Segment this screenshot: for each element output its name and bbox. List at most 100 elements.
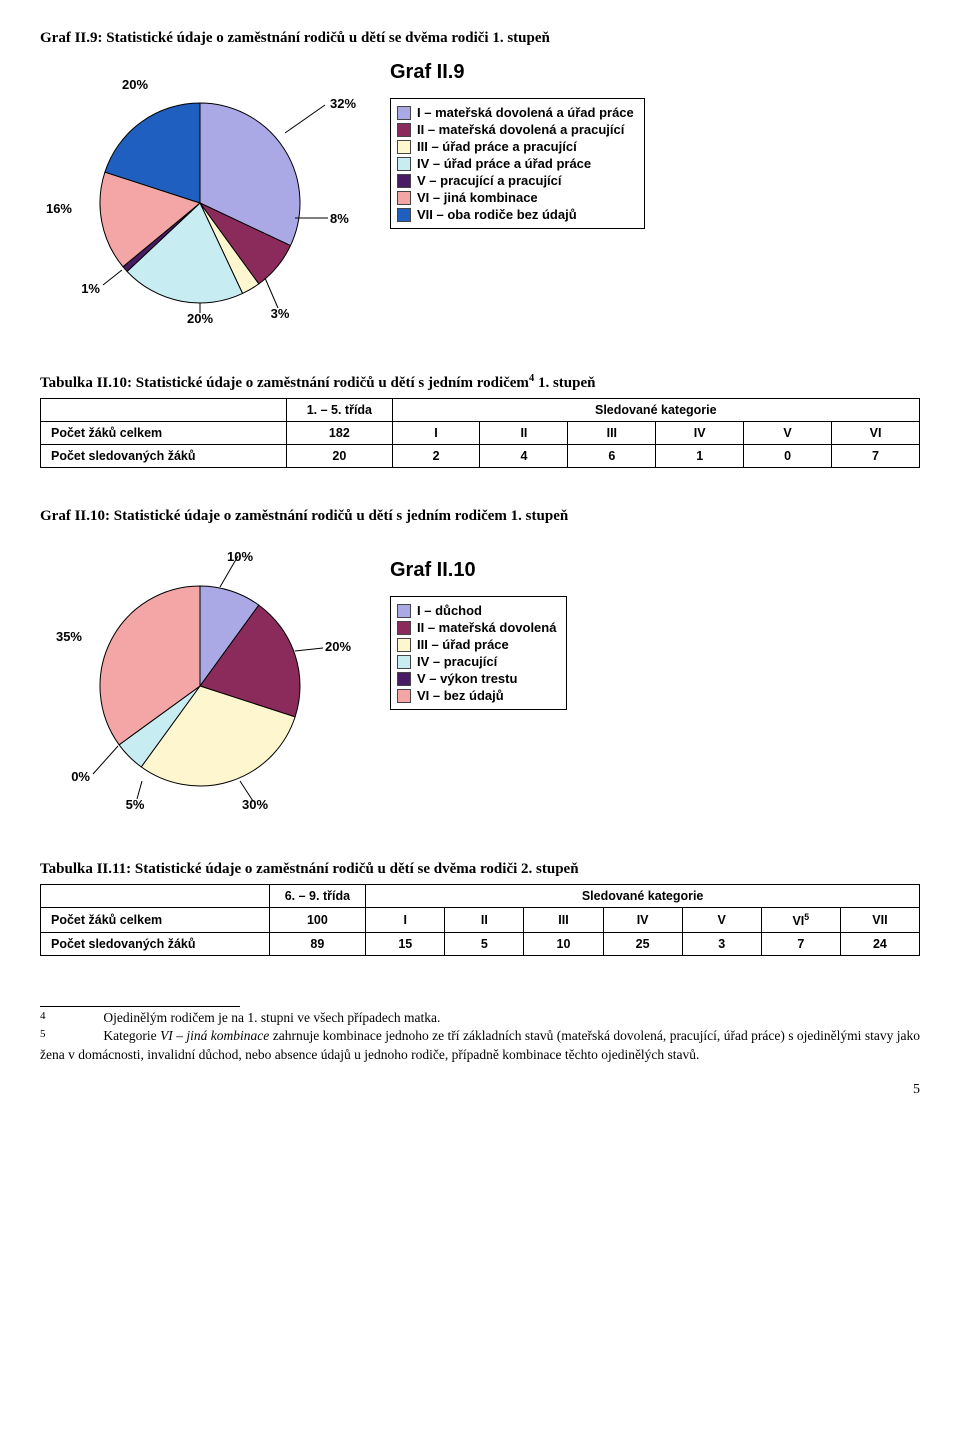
legend-item: III – úřad práce xyxy=(397,637,556,652)
graf9-side: Graf II.9 I – mateřská dovolená a úřad p… xyxy=(380,53,645,229)
legend-swatch xyxy=(397,672,411,686)
tab10-cell: 1 xyxy=(656,445,744,468)
graf9-row: 20%32%8%3%20%1%16% Graf II.9 I – mateřsk… xyxy=(40,53,920,333)
legend-swatch xyxy=(397,106,411,120)
legend-item: V – výkon trestu xyxy=(397,671,556,686)
svg-text:10%: 10% xyxy=(227,549,253,564)
tab10-title-tail: 1. stupeň xyxy=(534,375,595,391)
tab11-cell: 25 xyxy=(603,933,682,956)
tab10-title: Tabulka II.10: Statistické údaje o zaměs… xyxy=(40,373,920,392)
legend-item: IV – pracující xyxy=(397,654,556,669)
tab11-cat7: VII xyxy=(840,908,919,933)
graf10-pie: 10%20%30%5%0%35% xyxy=(40,531,380,821)
legend-label: VI – jiná kombinace xyxy=(417,190,538,205)
tab10-cat: II xyxy=(480,422,568,445)
legend-swatch xyxy=(397,174,411,188)
footnote-4: 4 Ojedinělým rodičem je na 1. stupni ve … xyxy=(40,1009,920,1027)
tab11-cat: I xyxy=(366,908,445,933)
tab11-r2v: 89 xyxy=(269,933,366,956)
legend-item: IV – úřad práce a úřad práce xyxy=(397,156,634,171)
fn5-num: 5 xyxy=(40,1027,50,1042)
graf9-legend: I – mateřská dovolená a úřad práce II – m… xyxy=(390,98,645,229)
svg-text:1%: 1% xyxy=(81,281,100,296)
tab11-hcat: Sledované kategorie xyxy=(366,885,920,908)
graf10-heading: Graf II.10: Statistické údaje o zaměstná… xyxy=(40,508,920,525)
graf10-title: Graf II.10 xyxy=(390,559,567,582)
svg-text:20%: 20% xyxy=(325,639,351,654)
table-row: Počet žáků celkem 100 I II III IV V VI5 … xyxy=(41,908,920,933)
tab10-cat: V xyxy=(744,422,832,445)
tab10-cat: III xyxy=(568,422,656,445)
tab10-cell: 2 xyxy=(392,445,480,468)
legend-item: I – mateřská dovolená a úřad práce xyxy=(397,105,634,120)
tab10-cell: 0 xyxy=(744,445,832,468)
legend-item: III – úřad práce a pracující xyxy=(397,139,634,154)
svg-text:20%: 20% xyxy=(187,311,213,326)
tab10-r2l: Počet sledovaných žáků xyxy=(41,445,287,468)
tab10-r1l: Počet žáků celkem xyxy=(41,422,287,445)
legend-label: IV – úřad práce a úřad práce xyxy=(417,156,591,171)
fn4-text: Ojedinělým rodičem je na 1. stupni ve vš… xyxy=(53,1009,440,1027)
legend-label: VII – oba rodiče bez údajů xyxy=(417,207,577,222)
legend-item: VI – bez údajů xyxy=(397,688,556,703)
graf10-row: 10%20%30%5%0%35% Graf II.10 I – důchodII… xyxy=(40,531,920,821)
tab11-r1v: 100 xyxy=(269,908,366,933)
legend-item: VII – oba rodiče bez údajů xyxy=(397,207,634,222)
svg-text:5%: 5% xyxy=(126,797,145,812)
legend-swatch xyxy=(397,689,411,703)
legend-item: II – mateřská dovolená a pracující xyxy=(397,122,634,137)
legend-swatch xyxy=(397,621,411,635)
fn5-em: VI – jiná kombinace xyxy=(160,1028,269,1043)
footnote-5: 5 Kategorie VI – jiná kombinace zahrnuje… xyxy=(40,1027,920,1063)
tab10-cat: VI xyxy=(832,422,920,445)
graf9-pie-wrap: 20%32%8%3%20%1%16% xyxy=(40,53,380,333)
tab10-cell: 4 xyxy=(480,445,568,468)
graf9-heading: Graf II.9: Statistické údaje o zaměstnán… xyxy=(40,30,920,47)
legend-label: III – úřad práce a pracující xyxy=(417,139,577,154)
legend-swatch xyxy=(397,123,411,137)
graf10-legend: I – důchod II – mateřská dovolená III – úř… xyxy=(390,596,567,710)
legend-label: II – mateřská dovolená a pracující xyxy=(417,122,624,137)
tab11-cell: 10 xyxy=(524,933,603,956)
svg-text:3%: 3% xyxy=(271,306,290,321)
legend-label: VI – bez údajů xyxy=(417,688,504,703)
legend-label: II – mateřská dovolená xyxy=(417,620,556,635)
graf9-pie: 20%32%8%3%20%1%16% xyxy=(40,53,380,333)
graf10-pie-wrap: 10%20%30%5%0%35% xyxy=(40,531,380,821)
legend-item: V – pracující a pracující xyxy=(397,173,634,188)
legend-swatch xyxy=(397,604,411,618)
legend-label: III – úřad práce xyxy=(417,637,509,652)
tab10-r2v: 20 xyxy=(287,445,392,468)
table-row: Počet žáků celkem 182 I II III IV V VI xyxy=(41,422,920,445)
tab11-cat: V xyxy=(682,908,761,933)
legend-item: I – důchod xyxy=(397,603,556,618)
tab10-cat: I xyxy=(392,422,480,445)
graf9-title: Graf II.9 xyxy=(390,61,645,84)
tab11: 6. – 9. třída Sledované kategorie Počet … xyxy=(40,884,920,956)
fn5-a: Kategorie xyxy=(53,1028,160,1043)
svg-text:0%: 0% xyxy=(71,769,90,784)
tab10-cell: 7 xyxy=(832,445,920,468)
tab11-cat: III xyxy=(524,908,603,933)
table-row: 6. – 9. třída Sledované kategorie xyxy=(41,885,920,908)
legend-swatch xyxy=(397,208,411,222)
tab11-cat6: VI5 xyxy=(761,908,840,933)
legend-label: IV – pracující xyxy=(417,654,497,669)
tab10-cell: 6 xyxy=(568,445,656,468)
legend-label: I – mateřská dovolená a úřad práce xyxy=(417,105,634,120)
legend-swatch xyxy=(397,638,411,652)
tab11-hcol: 6. – 9. třída xyxy=(269,885,366,908)
fn4-num: 4 xyxy=(40,1009,50,1024)
svg-text:32%: 32% xyxy=(330,96,356,111)
legend-swatch xyxy=(397,191,411,205)
tab11-cat: IV xyxy=(603,908,682,933)
tab11-cell: 24 xyxy=(840,933,919,956)
legend-label: V – pracující a pracující xyxy=(417,173,562,188)
tab11-cell: 5 xyxy=(445,933,524,956)
table-row: Počet sledovaných žáků 20 2 4 6 1 0 7 xyxy=(41,445,920,468)
svg-text:8%: 8% xyxy=(330,211,349,226)
legend-label: I – důchod xyxy=(417,603,482,618)
table-row: Počet sledovaných žáků 89 15 5 10 25 3 7… xyxy=(41,933,920,956)
page-number: 5 xyxy=(40,1082,920,1098)
tab11-r1l: Počet žáků celkem xyxy=(41,908,270,933)
